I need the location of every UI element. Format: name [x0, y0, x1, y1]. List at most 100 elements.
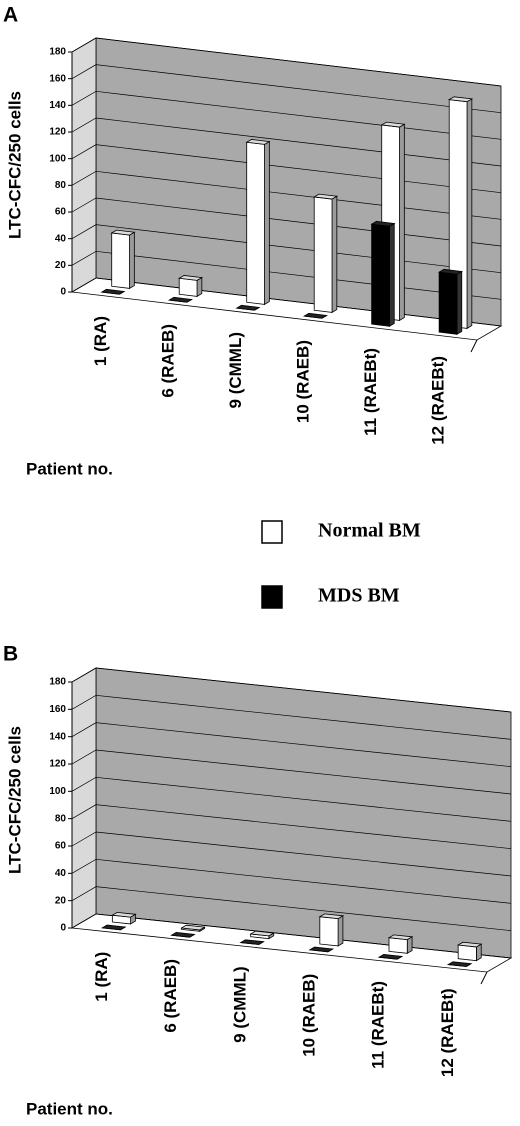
bar-side	[331, 195, 338, 314]
grid-line	[71, 90, 502, 140]
y-tick-label: 20	[55, 895, 67, 906]
x-tick-label: 9 (CMML)	[230, 966, 249, 1042]
bar	[170, 932, 196, 938]
grid-line	[71, 749, 512, 795]
y-tick-label: 40	[55, 233, 67, 244]
y-tick-label: 100	[49, 786, 66, 797]
bar-top	[302, 312, 328, 319]
bar-top	[100, 288, 126, 295]
panel-label: A	[3, 4, 18, 27]
bar-side	[456, 270, 463, 335]
y-tick-label: 180	[49, 677, 66, 688]
side-wall	[71, 37, 97, 293]
bar-top	[235, 304, 261, 311]
y-tick-label: 160	[49, 704, 66, 715]
grid-line	[71, 858, 512, 904]
x-axis-label: Patient no.	[26, 1099, 113, 1118]
y-tick-label: 120	[49, 127, 66, 138]
bar	[437, 268, 463, 335]
bar	[302, 312, 328, 319]
grid-line	[71, 277, 502, 327]
x-tick-label: 11 (RAEBt)	[369, 981, 388, 1069]
legend-swatch	[261, 585, 283, 609]
grid-line	[71, 913, 512, 959]
x-tick-label: 6 (RAEB)	[159, 324, 178, 398]
y-axis-label: LTC-CFC/250 cells	[5, 91, 24, 239]
bar	[245, 139, 271, 306]
grid-line	[71, 37, 502, 87]
bar-top	[239, 939, 265, 945]
bar-front	[438, 271, 458, 335]
bar-top	[437, 268, 463, 275]
y-tick-label: 40	[55, 868, 67, 879]
bar-top	[308, 946, 335, 953]
bar-front	[246, 141, 265, 305]
bar-top	[177, 275, 204, 281]
bar-side	[466, 98, 473, 330]
bar	[387, 934, 414, 954]
bar-side	[129, 231, 135, 290]
y-tick-label: 140	[49, 100, 66, 111]
bar	[318, 913, 345, 947]
grid-line	[71, 776, 512, 822]
y-tick-label: 180	[49, 47, 66, 58]
bar	[177, 275, 204, 298]
bar	[235, 304, 261, 311]
bar	[239, 939, 265, 945]
bar-side	[264, 140, 270, 306]
y-tick-label: 60	[55, 207, 67, 218]
grid-line	[71, 64, 502, 114]
bar-top	[446, 961, 473, 967]
grid-line	[71, 667, 512, 713]
bar-top	[380, 121, 406, 128]
grid-line	[71, 722, 512, 768]
bar	[370, 220, 396, 327]
y-tick-label: 80	[55, 180, 67, 191]
bar-front	[178, 277, 198, 297]
y-tick-label: 0	[60, 287, 66, 298]
x-tick-label: 12 (RAEBt)	[429, 356, 448, 445]
bar-top	[318, 913, 345, 920]
grid-line	[71, 117, 502, 167]
grid-line	[71, 831, 512, 877]
x-tick-label: 1 (RA)	[92, 952, 111, 1002]
x-tick-label: 6 (RAEB)	[161, 959, 180, 1033]
bar	[100, 924, 127, 931]
grid-line	[71, 804, 512, 850]
x-tick-label: 12 (RAEBt)	[438, 988, 457, 1077]
x-tick-label: 1 (RA)	[91, 316, 110, 366]
x-tick-label: 10 (RAEB)	[300, 974, 319, 1057]
y-axis-label: LTC-CFC/250 cells	[5, 726, 24, 874]
y-tick-label: 0	[60, 923, 66, 934]
bar-top	[456, 941, 483, 948]
back-wall	[95, 667, 512, 959]
x-axis-end	[480, 971, 488, 985]
bar	[312, 193, 339, 314]
bar-top	[180, 924, 206, 931]
grid-line	[71, 694, 512, 740]
legend-label: MDS BM	[318, 585, 400, 607]
y-tick-label: 60	[55, 841, 67, 852]
bar-front	[319, 916, 339, 947]
bar-front	[388, 937, 408, 954]
bar-top	[370, 220, 396, 227]
x-tick-label: 11 (RAEBt)	[361, 348, 380, 436]
grid-line	[71, 170, 502, 220]
bar	[167, 296, 193, 303]
grid-line	[71, 197, 502, 247]
x-axis-end	[470, 339, 478, 353]
bar	[456, 941, 483, 962]
x-tick-label: 10 (RAEB)	[294, 340, 313, 423]
grid-line	[71, 224, 502, 274]
bar-top	[377, 954, 404, 960]
bar-front	[111, 232, 130, 289]
bar-top	[245, 139, 271, 145]
bar-side	[389, 222, 395, 327]
bar-top	[249, 930, 275, 937]
bar	[308, 946, 335, 953]
x-tick-label: 9 (CMML)	[226, 332, 245, 408]
bar	[249, 930, 275, 940]
bar-top	[387, 934, 414, 941]
y-tick-label: 80	[55, 813, 67, 824]
